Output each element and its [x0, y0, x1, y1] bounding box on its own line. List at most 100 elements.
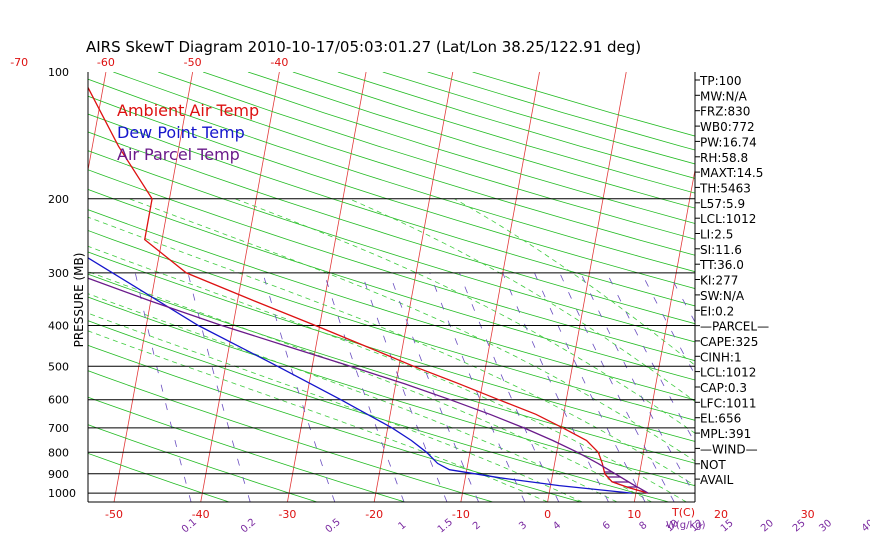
bottom-temp-tick-label: -10: [452, 508, 470, 521]
moist-adiabat-line: [88, 216, 695, 487]
isotherm-line: [113, 72, 194, 502]
isotherm-line: [808, 72, 870, 502]
index-label: —WIND—: [700, 442, 758, 456]
top-temp-tick-label: -40: [270, 56, 288, 69]
index-label: CAP:0.3: [700, 381, 747, 395]
index-label: RH:58.8: [700, 151, 748, 165]
mixing-ratio-label: 0.2: [239, 517, 258, 536]
top-temp-tick-label: -70: [10, 56, 28, 69]
mixing-ratio-label: 6: [601, 520, 613, 533]
background-grid: [0, 72, 870, 502]
mixing-unit-label: W(g/kg): [666, 520, 706, 531]
mixing-ratio-line: [361, 272, 448, 502]
top-temp-tick-label: -50: [184, 56, 202, 69]
isotherm-line: [0, 72, 19, 502]
isotherm-line: [200, 72, 280, 502]
pressure-tick-label: 400: [48, 320, 69, 333]
index-label: FRZ:830: [700, 105, 750, 119]
moist-adiabat-line: [88, 330, 548, 502]
mixing-ratio-label: 2: [471, 520, 483, 533]
moist-adiabat-line: [88, 271, 652, 502]
index-label: EI:0.2: [700, 304, 734, 318]
sounding-profiles: [88, 86, 649, 494]
dry-adiabat-line: [88, 452, 230, 502]
dry-adiabat-line: [88, 78, 695, 273]
isotherm-line: [88, 72, 107, 173]
index-label: MPL:391: [700, 427, 751, 441]
index-label: CAPE:325: [700, 335, 758, 349]
dry-adiabat-line: [88, 95, 695, 289]
dry-adiabat-line: [88, 273, 695, 464]
legend-parcel: Air Parcel Temp: [117, 145, 240, 164]
index-label: LCL:1012: [700, 212, 756, 226]
dry-adiabat-line: [88, 344, 581, 502]
index-label: WB0:772: [700, 120, 755, 134]
index-label: CINH:1: [700, 350, 742, 364]
dry-adiabat-line: [88, 320, 669, 502]
mixing-ratio-label: 20: [759, 518, 776, 535]
mixing-ratio-line: [429, 272, 526, 502]
mixing-ratio-label: 30: [817, 518, 834, 535]
dry-adiabat-line: [88, 113, 695, 307]
isotherm-line: [373, 72, 454, 502]
legend-dewpoint: Dew Point Temp: [117, 123, 245, 142]
mixing-ratio-line: [728, 273, 870, 502]
dry-adiabat-line: [88, 396, 406, 502]
pressure-tick-label: 200: [48, 193, 69, 206]
dry-adiabat-line: [202, 72, 695, 224]
mixing-ratio-line: [459, 272, 560, 502]
index-label: LI:2.5: [700, 228, 733, 242]
y-axis-label: PRESSURE (MB): [72, 253, 86, 348]
index-label: LFC:1011: [700, 396, 757, 410]
dry-adiabat-line: [113, 72, 695, 256]
index-label: MW:N/A: [700, 89, 748, 103]
pressure-tick-label: 300: [48, 267, 69, 280]
mixing-ratio-label: 4: [551, 520, 563, 533]
dry-adiabat-line: [88, 150, 695, 343]
index-label: PW:16.74: [700, 135, 757, 149]
mixing-ratio-label: 40: [860, 518, 870, 535]
mixing-ratio-label: 1: [397, 520, 409, 533]
mixing-ratio-line: [641, 272, 695, 376]
mixing-ratio-line: [389, 272, 479, 502]
isobar-lines: [88, 198, 695, 494]
ambient-temp-line: [88, 86, 649, 494]
mixing-ratio-line: [187, 272, 251, 502]
index-label: MAXT:14.5: [700, 166, 763, 180]
dry-adiabat-line: [88, 188, 695, 381]
moist-adiabat-line: [88, 293, 618, 502]
mixing-ratio-label: 3: [517, 520, 529, 533]
moist-adiabat-line: [129, 198, 695, 462]
isotherm-line: [287, 72, 367, 502]
index-label: L57:5.9: [700, 197, 745, 211]
index-label: KI:277: [700, 274, 738, 288]
mixing-ratio-line: [323, 272, 405, 502]
temp-unit-label: T(C): [671, 506, 695, 519]
bottom-temp-tick-label: 0: [544, 508, 551, 521]
bottom-temp-tick-label: -50: [105, 508, 123, 521]
index-label: TP:100: [699, 74, 742, 88]
index-label: EL:656: [700, 412, 741, 426]
dry-adiabat-line: [88, 251, 695, 442]
dry-adiabat-line: [88, 209, 695, 401]
legend-ambient: Ambient Air Temp: [117, 101, 259, 120]
parcel-temp-line: [88, 277, 649, 494]
pressure-tick-label: 500: [48, 360, 69, 373]
pressure-tick-label: 1000: [48, 487, 76, 500]
mixing-ratio-label: 8: [638, 520, 650, 533]
chart-title: AIRS SkewT Diagram 2010-10-17/05:03:01.2…: [86, 38, 641, 56]
dry-adiabat-line: [88, 370, 494, 502]
dry-adiabat-line: [88, 424, 318, 502]
isotherm-line: [547, 72, 627, 502]
moist-adiabat-line: [349, 198, 695, 402]
pressure-tick-label: 700: [48, 422, 69, 435]
mixing-ratio-line: [502, 272, 609, 502]
index-label: NOT: [700, 458, 726, 472]
moist-adiabat-line: [88, 312, 583, 502]
mixing-ratio-line: [262, 272, 336, 502]
dry-adiabat-line: [88, 230, 695, 421]
dry-adiabat-line: [337, 72, 695, 179]
